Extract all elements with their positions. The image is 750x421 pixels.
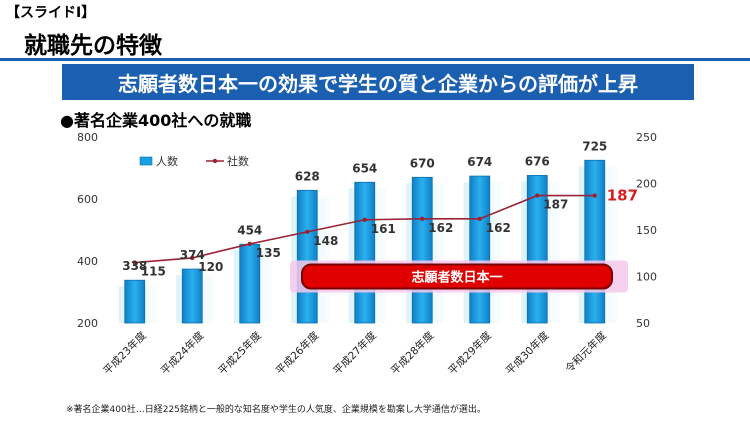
line-value-label: 115: [141, 265, 166, 279]
bar-jinsuu: [296, 189, 318, 324]
bar-jinsuu: [124, 279, 146, 324]
line-value-label: 148: [313, 234, 338, 248]
right-axis-tick: 150: [636, 224, 657, 237]
bar-jinsuu: [411, 176, 433, 324]
category-label: 平成25年度: [216, 329, 265, 378]
legend-swatch-bar: [139, 156, 153, 166]
line-point: [420, 216, 425, 222]
line-value-label: 161: [371, 222, 396, 236]
left-axis-tick: 600: [77, 193, 98, 206]
line-point: [477, 216, 482, 222]
category-label: 平成28年度: [388, 329, 437, 378]
legend-label-bar: 人数: [156, 155, 178, 168]
slide-label: 【スライドⅠ】: [6, 5, 96, 21]
title-underline: [0, 58, 750, 61]
left-axis-tick: 800: [77, 131, 98, 144]
category-label: 平成26年度: [273, 329, 322, 378]
bar-value-label: 725: [582, 139, 607, 153]
category-label: 平成24年度: [158, 329, 207, 378]
legend-label-line: 社数: [227, 154, 249, 168]
bar-value-label: 676: [525, 154, 550, 168]
category-label: 平成27年度: [331, 329, 380, 378]
line-point: [305, 229, 310, 235]
category-label: 平成23年度: [101, 329, 150, 378]
line-point: [362, 217, 367, 222]
bar-value-label: 374: [180, 248, 205, 262]
line-point: [592, 193, 597, 198]
line-point: [247, 241, 252, 247]
left-axis-tick: 200: [77, 317, 98, 330]
bar-value-label: 628: [295, 169, 320, 183]
category-label: 平成29年度: [446, 329, 495, 378]
line-value-label: 135: [256, 246, 281, 260]
line-point: [535, 193, 540, 198]
bar-jinsuu: [584, 159, 606, 324]
line-value-label: 162: [428, 221, 453, 235]
legend-marker-line: [212, 158, 218, 164]
bar-value-label: 654: [352, 161, 377, 175]
line-value-label: 187: [543, 198, 568, 212]
category-label: 令和元年度: [563, 329, 610, 376]
annotation-label: 志願者数日本一: [411, 270, 502, 286]
bar-jinsuu: [469, 175, 491, 324]
bar-value-label: 674: [467, 155, 492, 169]
bar-value-label: 338: [122, 259, 147, 273]
slide-title: 就職先の特徴: [24, 33, 162, 59]
category-label: 平成30年度: [503, 329, 552, 378]
line-point: [190, 255, 195, 261]
line-value-label: 120: [198, 260, 223, 274]
footnote: ※著名企業400社…日経225銘柄と一般的な知名度や学生の人気度、企業規模を勘案…: [66, 405, 486, 415]
line-point: [132, 260, 137, 265]
bar-value-label: 454: [237, 223, 262, 237]
line-value-label: 187: [607, 187, 638, 205]
bar-value-label: 670: [410, 156, 435, 170]
bar-jinsuu: [354, 181, 376, 324]
right-axis-tick: 250: [636, 131, 657, 144]
left-axis-tick: 400: [77, 255, 98, 268]
headline-banner: 志願者数日本一の効果で学生の質と企業からの評価が上昇: [62, 64, 694, 100]
annotation-callout: [301, 263, 613, 290]
right-axis-tick: 50: [636, 317, 650, 330]
right-axis-tick: 100: [636, 271, 657, 284]
section-heading: ●著名企業400社への就職: [60, 111, 252, 130]
bar-jinsuu: [181, 268, 203, 324]
line-value-label: 162: [486, 221, 511, 235]
right-axis-tick: 200: [636, 178, 657, 191]
